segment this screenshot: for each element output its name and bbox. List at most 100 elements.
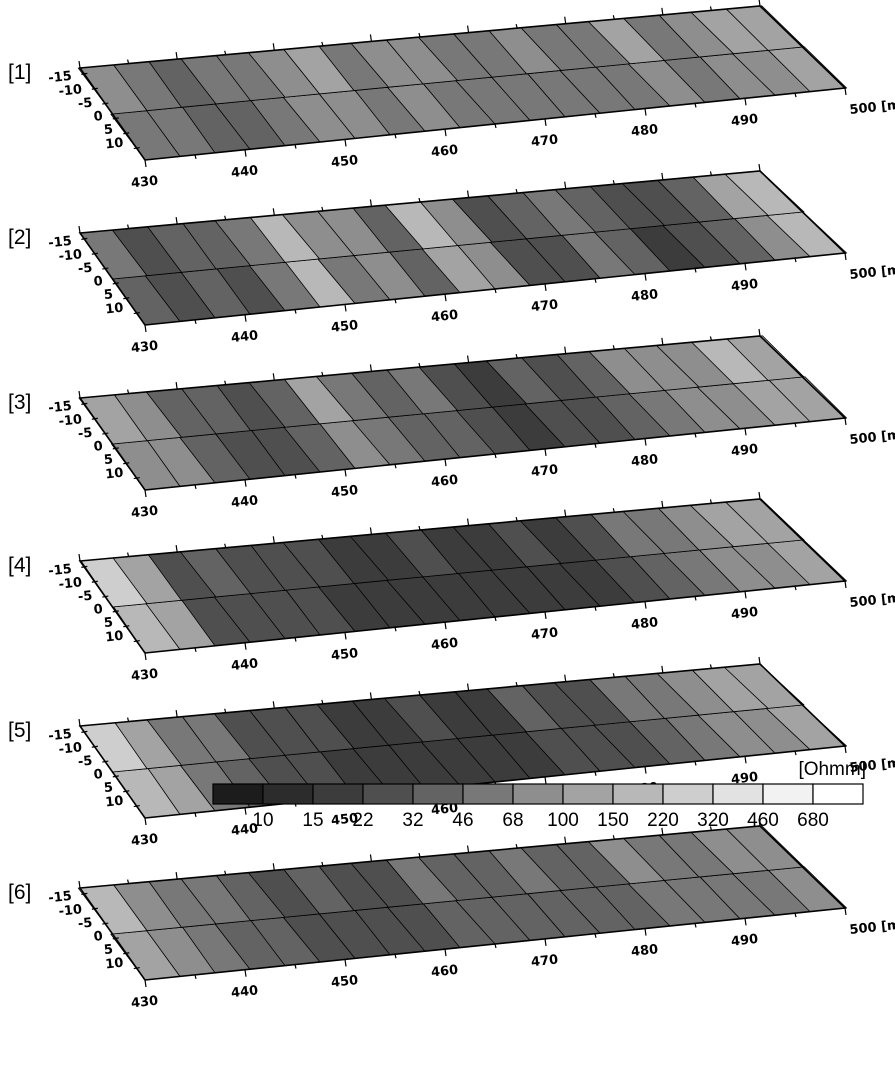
y-tick: [81, 892, 88, 895]
x-tick-back: [661, 337, 664, 345]
legend-level-label: 100: [547, 810, 579, 831]
x-tick-label: 440: [230, 493, 259, 511]
x-tick-back: [224, 50, 227, 55]
x-tick: [294, 309, 297, 314]
y-tick: [112, 937, 119, 940]
x-tick-back: [272, 373, 275, 381]
x-tick-back: [661, 665, 664, 673]
x-tick: [544, 611, 547, 619]
x-tick: [144, 489, 147, 498]
y-tick-label: 0: [93, 439, 104, 455]
x-tick-label: 490: [730, 442, 759, 460]
x-tick-back: [321, 534, 324, 540]
x-tick: [644, 601, 647, 609]
x-tick-back: [612, 673, 615, 678]
x-tick: [444, 949, 447, 957]
x-tick: [444, 294, 447, 302]
legend-swatch: [812, 783, 864, 805]
x-tick-label: 490: [730, 932, 759, 950]
x-tick-back: [78, 553, 81, 562]
x-tick: [844, 745, 847, 754]
layer-4: 430 440 450 460 470 480 490 500 [m] 1050-5-10-15…: [8, 491, 895, 684]
x-tick: [394, 627, 397, 632]
x-tick-back: [466, 683, 470, 691]
x-tick: [794, 257, 797, 263]
x-tick-label: 450: [330, 153, 359, 171]
y-tick: [91, 580, 98, 583]
x-tick: [344, 469, 347, 477]
x-tick-back: [709, 336, 713, 341]
x-tick: [644, 928, 647, 936]
y-tick: [112, 447, 119, 450]
x-tick-back: [758, 0, 761, 7]
legend-level-label: 460: [747, 810, 779, 831]
y-tick: [102, 432, 109, 435]
x-tick-label: 480: [630, 122, 659, 140]
x-tick-back: [515, 188, 518, 194]
y-tick-label: -10: [58, 412, 83, 429]
x-tick-back: [709, 664, 713, 669]
x-tick-back: [758, 491, 761, 500]
x-tick-back: [466, 355, 470, 363]
x-tick-back: [709, 499, 713, 504]
x-tick: [244, 969, 247, 977]
legend-swatch: [562, 783, 614, 805]
x-tick-back: [515, 23, 518, 29]
x-tick-back: [78, 225, 81, 234]
y-tick-label: -15: [48, 399, 73, 416]
layer-label: [2]: [8, 226, 31, 249]
x-tick-back: [564, 674, 567, 682]
x-tick-back: [78, 718, 81, 727]
x-tick-back: [466, 25, 470, 33]
y-tick: [123, 132, 130, 135]
x-tick-back: [564, 346, 567, 354]
y-tick-label: -15: [48, 69, 73, 86]
x-tick-back: [466, 518, 470, 526]
resistivity-cell: [725, 5, 805, 51]
x-tick: [844, 252, 847, 261]
y-tick: [81, 565, 88, 568]
x-tick: [344, 139, 347, 147]
x-tick: [794, 585, 797, 591]
color-legend: [Ohmm] 10 15 22 32 46 68 100 150 220 320 460 680: [212, 759, 866, 831]
x-tick-label: 480: [630, 942, 659, 960]
x-tick-label: 470: [530, 952, 559, 970]
x-tick-label: 450: [330, 973, 359, 991]
x-tick-back: [369, 527, 373, 535]
x-tick-label: 440: [230, 983, 259, 1001]
x-tick-back: [321, 41, 324, 47]
x-tick-label: 460: [430, 143, 459, 161]
x-tick-back: [758, 328, 761, 337]
x-tick-back: [661, 172, 664, 180]
x-tick-back: [515, 516, 518, 522]
x-tick-label: 450: [330, 318, 359, 336]
x-tick: [694, 923, 697, 928]
x-tick: [694, 596, 697, 601]
x-tick-back: [272, 701, 275, 709]
x-tick: [594, 443, 597, 448]
y-tick: [102, 102, 109, 105]
y-tick-label: 5: [103, 615, 114, 631]
x-tick: [294, 474, 297, 479]
legend-level-label: 68: [502, 810, 523, 831]
x-tick-back: [175, 217, 178, 225]
y-tick: [102, 595, 109, 598]
x-tick-back: [224, 215, 227, 220]
x-tick: [594, 771, 597, 776]
resistivity-cell: [725, 825, 805, 871]
x-tick: [744, 756, 747, 764]
x-tick: [344, 632, 347, 640]
x-tick: [194, 154, 197, 160]
x-tick-back: [758, 163, 761, 172]
y-tick-label: -10: [58, 247, 83, 264]
x-tick-back: [272, 208, 275, 216]
x-tick-back: [612, 835, 615, 840]
x-tick-back: [175, 382, 178, 390]
x-tick: [344, 304, 347, 312]
x-tick-label: 490: [730, 605, 759, 623]
x-tick-back: [224, 708, 227, 713]
x-tick: [844, 907, 847, 916]
legend-level-label: 150: [597, 810, 629, 831]
x-tick: [594, 933, 597, 938]
